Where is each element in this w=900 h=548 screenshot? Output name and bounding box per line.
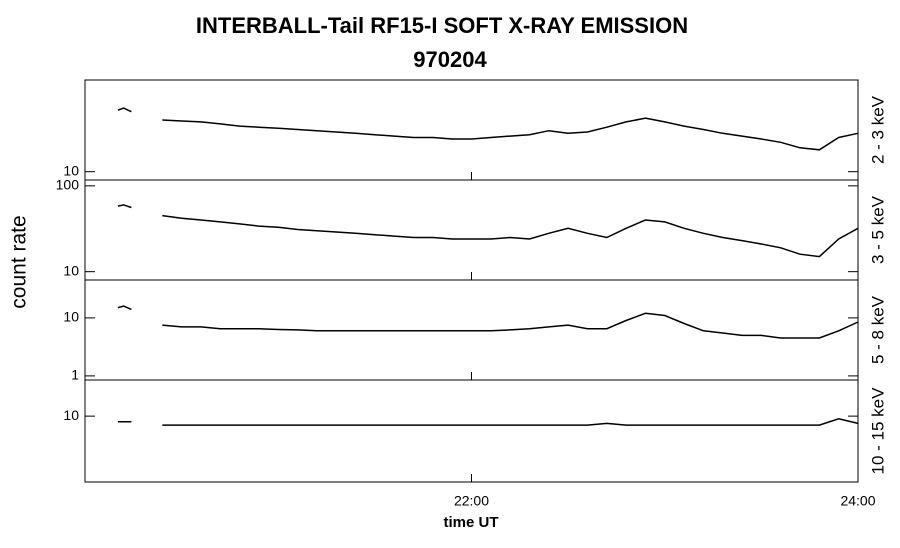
data-line [117, 418, 859, 426]
y-tick-label: 10 [63, 309, 79, 325]
y-tick-label: 10 [63, 262, 79, 278]
x-tick-label: 22:00 [454, 493, 489, 509]
panel-frame [84, 79, 859, 181]
data-line [117, 305, 859, 339]
chart-subtitle: 970204 [413, 47, 487, 72]
panel-frame [84, 379, 859, 483]
panel-frame [84, 179, 859, 281]
panel-label: 10 - 15 keV [868, 387, 887, 475]
panel-label: 3 - 5 keV [868, 195, 887, 264]
y-tick-label: 10 [63, 162, 79, 178]
y-tick-label: 10 [63, 407, 79, 423]
y-tick-label: 100 [56, 177, 80, 193]
chart-title: INTERBALL-Tail RF15-I SOFT X-RAY EMISSIO… [196, 13, 688, 38]
y-tick-label: 1 [71, 367, 79, 383]
panel-label: 5 - 8 keV [868, 295, 887, 364]
x-axis-label: time UT [443, 514, 498, 531]
y-axis-label: count rate [8, 215, 31, 308]
panel-frame [84, 279, 859, 381]
x-tick-label: 24:00 [840, 493, 875, 509]
data-line [117, 107, 859, 151]
panel-label: 2 - 3 keV [868, 95, 887, 164]
data-line [117, 204, 859, 258]
